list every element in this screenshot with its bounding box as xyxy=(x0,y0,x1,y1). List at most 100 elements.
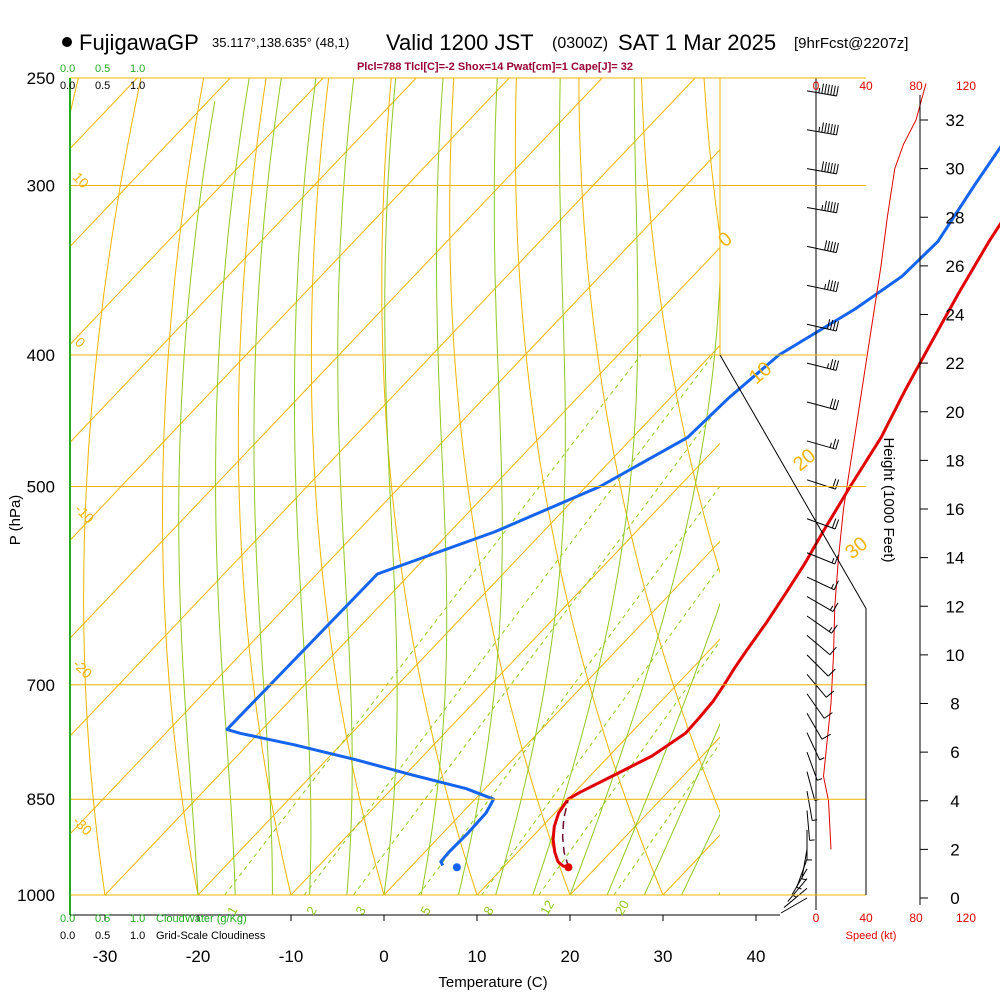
cloudwater-label: CloudWater (g/Kg) xyxy=(156,913,247,925)
wind-barb xyxy=(806,635,837,656)
speed-tick-bottom: 0 xyxy=(813,911,820,925)
cloudiness-label: Grid-Scale Cloudiness xyxy=(156,930,266,942)
wind-barb-flag xyxy=(829,359,834,370)
cloudiness-bottom-tick-2: 1.0 xyxy=(130,930,145,942)
x-tick-label: 40 xyxy=(747,947,766,966)
wind-barb-staff xyxy=(801,849,808,880)
wind-barb xyxy=(806,615,838,634)
wind-barb xyxy=(806,771,820,802)
height-tick-label: 2 xyxy=(950,840,959,859)
wind-barb-staff xyxy=(806,362,837,371)
wind-barb xyxy=(806,478,840,490)
height-tick-label: 18 xyxy=(946,451,965,470)
height-tick-label: 32 xyxy=(946,111,965,130)
wind-barb-half-flag xyxy=(821,205,824,211)
wind-barb-staff xyxy=(806,479,836,490)
wind-barb-flag xyxy=(821,83,825,94)
pressure-tick-label: 850 xyxy=(27,790,55,809)
wind-barb-half-flag xyxy=(819,757,825,761)
wind-barb-flag xyxy=(836,124,839,136)
speed-axis-label: Speed (kt) xyxy=(846,930,897,942)
isotherm-line xyxy=(476,638,720,895)
wind-barb-half-flag xyxy=(817,778,823,781)
height-tick-label: 30 xyxy=(946,160,965,179)
x-tick-label: -20 xyxy=(186,947,211,966)
speed-tick-top: 0 xyxy=(813,79,820,93)
moist-adiabat-line xyxy=(606,602,720,895)
dry-adiabat-line xyxy=(381,78,478,895)
wind-barb-staff xyxy=(806,518,836,530)
title-utc: (0300Z) xyxy=(552,35,608,52)
speed-tick-bottom: 80 xyxy=(909,911,923,925)
wind-barb-staff xyxy=(806,674,827,698)
cloudwater-bottom-tick-1: 0.5 xyxy=(95,913,110,925)
wind-barb-flag xyxy=(833,202,836,213)
wind-barb-half-flag xyxy=(812,819,818,822)
wind-barb-flag xyxy=(826,319,831,330)
wind-barb xyxy=(806,359,840,371)
x-tick-label: 10 xyxy=(468,947,487,966)
wind-barb-flag xyxy=(827,123,830,134)
dry-adiabat-line xyxy=(449,78,571,895)
wind-barb-half-flag xyxy=(818,126,821,132)
wind-barb-flag xyxy=(824,200,827,211)
dry-adiabat-line xyxy=(83,78,142,895)
dry-adiabat-line xyxy=(514,78,664,895)
wind-barb-flag xyxy=(835,281,839,292)
wind-barb-flag xyxy=(829,319,834,330)
wind-barb-staff xyxy=(796,858,808,888)
wind-barb-staff xyxy=(806,732,821,761)
title-valid: Valid 1200 JST xyxy=(386,30,534,55)
wind-barb-flag xyxy=(827,162,830,173)
wind-barb xyxy=(783,887,808,908)
x-tick-label: -10 xyxy=(279,947,304,966)
dewpoint-profile-line xyxy=(225,145,1000,867)
wind-barb-flag xyxy=(827,201,830,212)
moist-adiabat-line xyxy=(457,78,503,895)
moist-adiabat-line xyxy=(383,78,398,895)
moist-adiabat-line xyxy=(681,813,720,895)
wind-barb-staff xyxy=(806,576,835,591)
wind-barb-flag xyxy=(835,321,839,332)
mixing-ratio-line xyxy=(418,485,720,895)
wind-barb-staff xyxy=(806,440,836,450)
wind-barb-flag xyxy=(834,554,840,565)
cloudwater-bottom-tick-2: 1.0 xyxy=(130,913,145,925)
isotherm-line xyxy=(70,78,231,248)
cloudwater-top-tick-0: 0.0 xyxy=(60,63,75,75)
title-forecast: [9hrFcst@2207z] xyxy=(794,35,908,52)
cloudiness-bottom-tick-0: 0.0 xyxy=(60,930,75,942)
speed-tick-top: 80 xyxy=(909,79,923,93)
wind-barb-flag xyxy=(835,242,839,253)
wind-barb-flag xyxy=(835,360,840,371)
wind-barb-flag xyxy=(835,439,840,450)
wind-barb-staff xyxy=(783,887,808,908)
wind-barb xyxy=(806,810,815,841)
isotherm-label: 30 xyxy=(841,533,872,564)
height-tick-label: 22 xyxy=(946,354,965,373)
height-tick-label: 12 xyxy=(946,597,965,616)
x-tick-label: 30 xyxy=(654,947,673,966)
x-tick-label: 20 xyxy=(561,947,580,966)
wind-barb-staff xyxy=(806,245,837,254)
mixing-ratio-label: 20 xyxy=(612,897,632,917)
wind-barb-flag xyxy=(829,241,834,252)
mixing-ratio-line xyxy=(538,640,720,895)
height-tick-label: 10 xyxy=(946,646,965,665)
wind-barb-half-flag xyxy=(831,558,835,564)
wind-barb-flag xyxy=(824,240,828,251)
y-axis-label: P (hPa) xyxy=(7,495,24,546)
dry-adiabat-label: 10 xyxy=(70,169,92,191)
wind-barb-staff xyxy=(806,790,813,821)
height-tick-label: 28 xyxy=(946,208,965,227)
wind-barb-staff xyxy=(806,654,829,677)
wind-barb-flag xyxy=(833,580,839,590)
x-tick-label: -30 xyxy=(93,947,118,966)
wind-barb-flag xyxy=(836,202,839,213)
wind-barb-staff xyxy=(806,596,834,612)
wind-barb-flag xyxy=(829,280,834,291)
wind-barb-flag xyxy=(827,240,831,251)
wind-barb-flag xyxy=(835,479,840,490)
